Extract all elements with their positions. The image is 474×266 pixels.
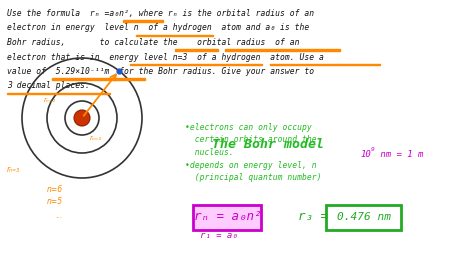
Text: Bohr radius,       to calculate the    orbital radius  of an: Bohr radius, to calculate the orbital ra… [7, 38, 300, 47]
Bar [225, 49, 340, 51]
Text: r₃ =: r₃ = [298, 210, 328, 222]
Bar [175, 49, 218, 51]
Bar [130, 64, 262, 65]
Text: ...: ... [55, 210, 62, 219]
Text: r₁ = a₀: r₁ = a₀ [200, 231, 237, 240]
Bar [52, 78, 145, 80]
Text: 9: 9 [371, 147, 375, 152]
Text: Use the formula  rₙ =a₀n², where rₙ is the orbital radius of an: Use the formula rₙ =a₀n², where rₙ is th… [7, 9, 314, 18]
Text: certain orbits around the: certain orbits around the [185, 135, 317, 144]
Bar [7, 93, 110, 94]
Text: electron in energy  level n  of a hydrogen  atom and a₀ is the: electron in energy level n of a hydrogen… [7, 23, 309, 32]
Text: rₙ₌₁: rₙ₌₁ [90, 135, 102, 141]
Text: electron that is in  energy level n=3  of a hydrogen  atom. Use a: electron that is in energy level n=3 of … [7, 52, 324, 61]
Text: The Bohr model: The Bohr model [212, 138, 324, 151]
Text: 3 decimal places.: 3 decimal places. [7, 81, 90, 90]
FancyBboxPatch shape [327, 205, 401, 230]
Text: 0.476 nm: 0.476 nm [337, 212, 391, 222]
Text: (principal quantum number): (principal quantum number) [185, 173, 321, 182]
Text: n=5: n=5 [47, 197, 63, 206]
Bar [123, 20, 163, 22]
Text: nucleus.: nucleus. [185, 148, 234, 157]
FancyBboxPatch shape [193, 205, 262, 230]
Text: •depends on energy level, n: •depends on energy level, n [185, 160, 317, 169]
Bar [270, 64, 380, 65]
Text: rₙ₌₃: rₙ₌₃ [7, 165, 20, 174]
Bar [136, 35, 213, 36]
Text: nm = 1 m: nm = 1 m [375, 150, 423, 159]
Text: rₙ₌₂: rₙ₌₂ [44, 97, 56, 103]
Text: 10: 10 [360, 150, 371, 159]
Text: n=6: n=6 [47, 185, 63, 193]
Text: rₙ = a₀n²: rₙ = a₀n² [194, 210, 261, 223]
Circle shape [74, 110, 90, 126]
Text: •electrons can only occupy: •electrons can only occupy [185, 123, 312, 132]
Text: value of  5.29×10⁻¹¹m  for the Bohr radius. Give your answer to: value of 5.29×10⁻¹¹m for the Bohr radius… [7, 67, 314, 76]
